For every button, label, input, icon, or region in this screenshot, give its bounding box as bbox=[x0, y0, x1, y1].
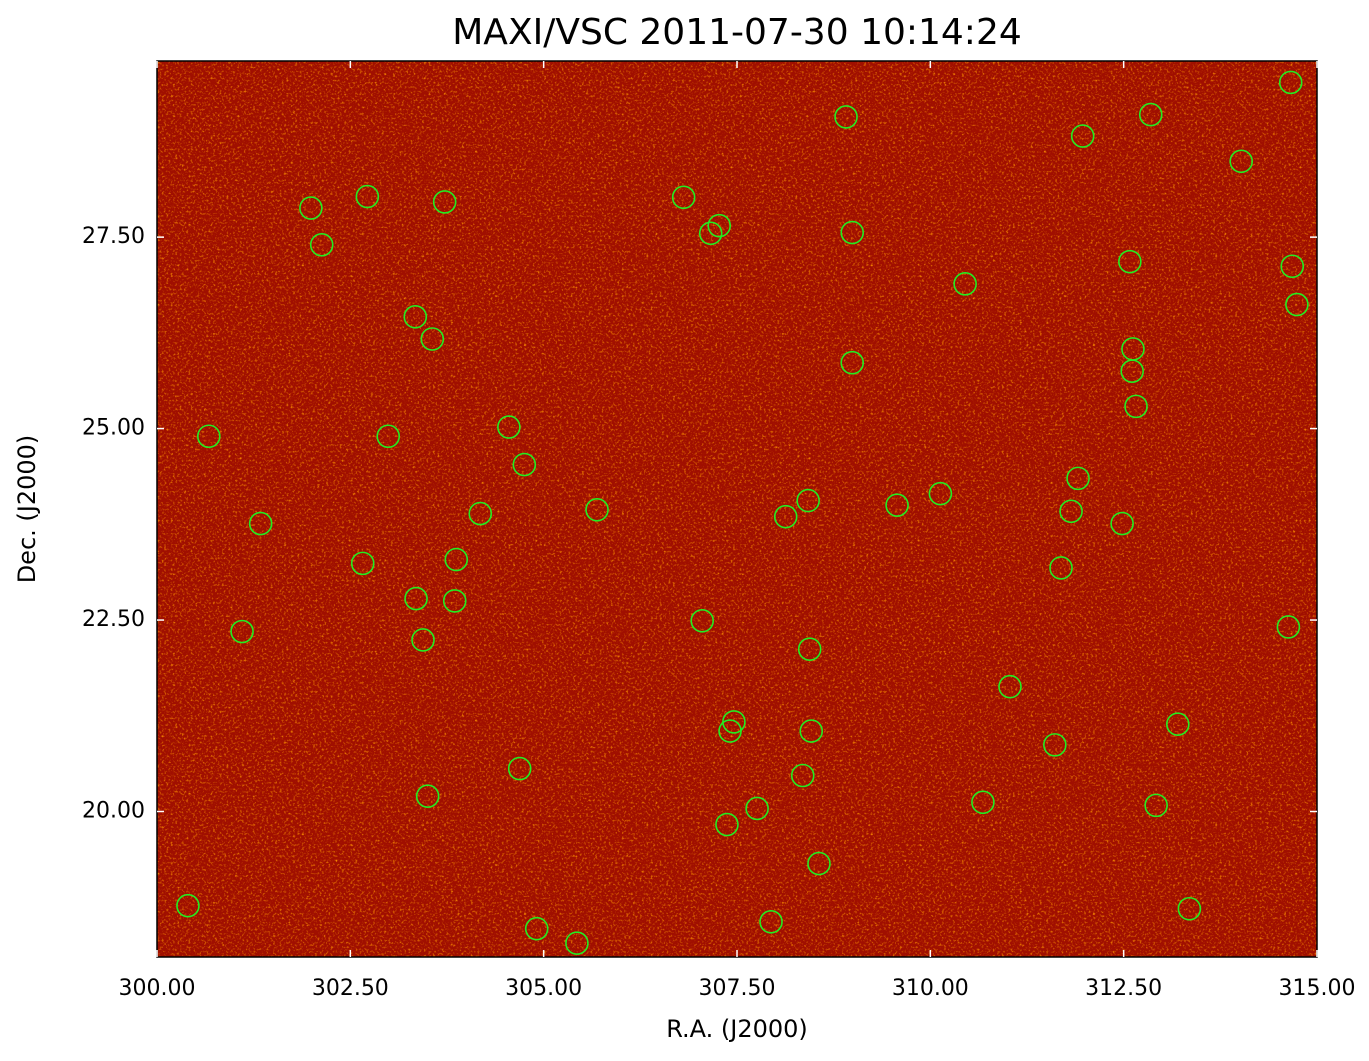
source-marker bbox=[565, 931, 589, 956]
source-marker bbox=[998, 674, 1022, 699]
source-marker bbox=[928, 481, 953, 506]
source-marker bbox=[690, 609, 715, 633]
source-marker bbox=[1110, 511, 1134, 536]
source-marker bbox=[1120, 359, 1144, 383]
source-marker bbox=[432, 190, 457, 214]
source-marker bbox=[403, 304, 428, 329]
source-marker bbox=[299, 196, 323, 220]
source-marker bbox=[585, 497, 609, 522]
source-marker bbox=[524, 916, 549, 941]
source-marker bbox=[197, 424, 221, 449]
source-marker bbox=[507, 756, 532, 781]
source-marker bbox=[1066, 466, 1090, 491]
source-marker bbox=[698, 221, 723, 246]
source-marker bbox=[790, 763, 815, 788]
source-marker bbox=[834, 105, 858, 129]
x-tick-label: 312.50 bbox=[1085, 976, 1162, 1001]
source-marker bbox=[840, 350, 865, 375]
y-tick-label: 27.50 bbox=[82, 224, 145, 249]
source-marker bbox=[807, 851, 831, 876]
source-marker bbox=[1049, 556, 1073, 580]
source-marker bbox=[1229, 149, 1254, 174]
x-tick-label: 300.00 bbox=[119, 976, 196, 1001]
source-marker bbox=[248, 511, 273, 536]
source-marker bbox=[718, 719, 742, 743]
source-marker bbox=[715, 812, 739, 837]
source-marker bbox=[885, 493, 909, 517]
source-marker bbox=[671, 185, 696, 210]
source-marker bbox=[497, 415, 521, 439]
source-marker bbox=[176, 893, 200, 918]
source-marker bbox=[773, 504, 798, 529]
source-marker bbox=[1276, 615, 1301, 639]
y-tick-label: 20.00 bbox=[82, 798, 145, 823]
source-marker bbox=[355, 184, 380, 209]
source-marker bbox=[840, 220, 865, 245]
source-marker bbox=[1118, 249, 1142, 274]
x-tick-label: 310.00 bbox=[892, 976, 969, 1001]
source-marker bbox=[1144, 793, 1168, 818]
y-tick-label: 22.50 bbox=[82, 607, 145, 632]
source-marker bbox=[230, 619, 254, 644]
source-marker bbox=[1278, 70, 1303, 95]
x-tick-label: 302.50 bbox=[312, 976, 389, 1001]
source-marker bbox=[1166, 712, 1190, 736]
source-marker bbox=[442, 589, 467, 613]
source-marker bbox=[404, 586, 428, 611]
source-marker bbox=[350, 551, 375, 576]
chart-title: MAXI/VSC 2011-07-30 10:14:24 bbox=[452, 12, 1022, 53]
x-tick-label: 305.00 bbox=[505, 976, 582, 1001]
source-marker bbox=[376, 424, 401, 449]
source-marker bbox=[1280, 254, 1305, 279]
source-marker bbox=[444, 547, 469, 572]
source-marker bbox=[745, 796, 769, 821]
source-marker bbox=[971, 790, 995, 815]
x-tick-label: 307.50 bbox=[699, 976, 776, 1001]
image-noise bbox=[157, 61, 1317, 957]
source-marker bbox=[1059, 499, 1083, 524]
source-marker bbox=[512, 452, 537, 477]
source-marker bbox=[797, 637, 822, 661]
source-marker bbox=[1285, 292, 1309, 317]
source-marker bbox=[799, 719, 824, 743]
source-marker bbox=[953, 272, 977, 296]
source-marker bbox=[1124, 394, 1148, 419]
source-marker bbox=[1138, 102, 1163, 127]
source-marker bbox=[1070, 124, 1095, 148]
source-marker bbox=[309, 232, 334, 257]
source-marker bbox=[420, 327, 445, 351]
source-marker bbox=[411, 628, 435, 652]
source-marker bbox=[707, 213, 732, 238]
x-tick-label: 315.00 bbox=[1279, 976, 1356, 1001]
x-axis-label: R.A. (J2000) bbox=[666, 1015, 808, 1043]
y-tick-label: 25.00 bbox=[82, 416, 145, 441]
source-marker bbox=[759, 909, 783, 934]
source-marker bbox=[796, 488, 820, 513]
source-marker bbox=[468, 501, 493, 526]
source-marker bbox=[1043, 733, 1067, 757]
y-axis-label: Dec. (J2000) bbox=[13, 435, 41, 584]
source-marker bbox=[1177, 896, 1202, 921]
source-marker bbox=[415, 784, 440, 808]
